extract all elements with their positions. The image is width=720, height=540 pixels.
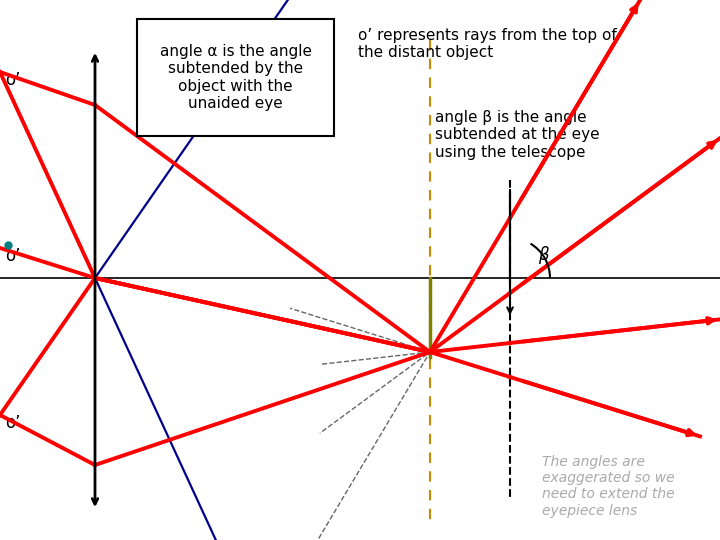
Text: o’ represents rays from the top of
the distant object: o’ represents rays from the top of the d… xyxy=(358,28,617,60)
Text: angle α is the angle
subtended by the
object with the
unaided eye: angle α is the angle subtended by the ob… xyxy=(160,44,312,111)
Text: o’: o’ xyxy=(5,71,20,89)
Text: The angles are
exaggerated so we
need to extend the
eyepiece lens: The angles are exaggerated so we need to… xyxy=(542,455,675,518)
Text: angle β is the angle
subtended at the eye
using the telescope: angle β is the angle subtended at the ey… xyxy=(435,110,600,160)
Text: o’: o’ xyxy=(5,414,20,432)
FancyBboxPatch shape xyxy=(137,19,334,136)
Text: β: β xyxy=(538,246,549,264)
Text: o’: o’ xyxy=(5,247,20,265)
